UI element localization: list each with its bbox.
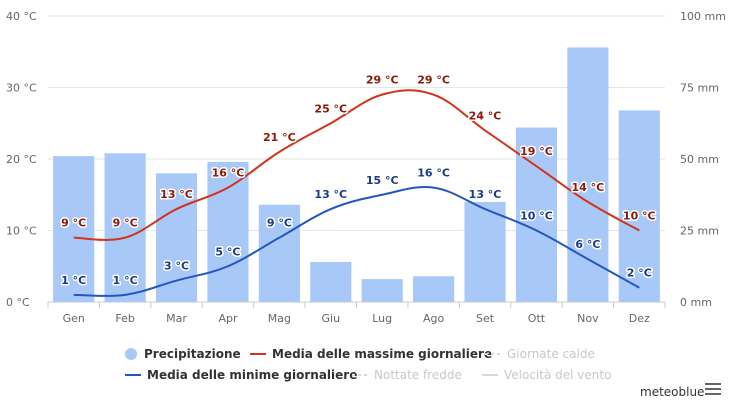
data-label: 3 °C [164, 260, 189, 273]
precipitation-bar [361, 279, 403, 302]
y-left-tick-label: 30 °C [6, 82, 37, 95]
x-tick-label: Lug [372, 312, 392, 325]
data-label: 14 °C [572, 181, 605, 194]
y-right-tick-label: 100 mm [680, 10, 726, 23]
data-label: 16 °C [417, 167, 450, 180]
y-left-tick-label: 40 °C [6, 10, 37, 23]
legend-line-icon [250, 353, 266, 355]
precipitation-bar [618, 110, 660, 302]
precipitation-bar [310, 261, 352, 302]
x-tick-label: Set [476, 312, 495, 325]
x-tick-label: Ago [423, 312, 445, 325]
data-label: 9 °C [61, 217, 86, 230]
data-label: 5 °C [215, 245, 240, 258]
y-left-tick-label: 0 °C [6, 296, 30, 309]
x-tick-label: Ott [528, 312, 546, 325]
data-label: 29 °C [417, 74, 450, 87]
legend-item-max[interactable]: Media delle massime giornaliere [250, 347, 492, 361]
legend-line-icon [125, 374, 141, 376]
min-temp-line [73, 186, 640, 297]
y-left-tick-label: 10 °C [6, 225, 37, 238]
data-label: 19 °C [520, 145, 553, 158]
data-label: 24 °C [469, 109, 502, 122]
chart-svg: 0 °C 10 °C 20 °C 30 °C 40 °C 0 mm 25 mm 50 mm 75… [6, 10, 726, 325]
data-label: 29 °C [366, 74, 399, 87]
data-label: 13 °C [469, 188, 502, 201]
data-label: 10 °C [520, 210, 553, 223]
data-label: 16 °C [212, 167, 245, 180]
precipitation-bar [464, 201, 506, 302]
data-label: 10 °C [623, 210, 656, 223]
legend-item-precipitazione[interactable]: Precipitazione [125, 347, 241, 361]
x-tick-label: Nov [577, 312, 599, 325]
data-label: 25 °C [314, 102, 347, 115]
legend-label: Precipitazione [144, 347, 241, 361]
data-label: 13 °C [314, 188, 347, 201]
legend: Precipitazione Media delle massime giorn… [0, 340, 732, 405]
legend-dot-icon [125, 348, 137, 360]
x-tick-label: Mar [166, 312, 187, 325]
legend-label: Nottate fredde [374, 368, 462, 382]
legend-item-giornate-calde[interactable]: Giornate calde [485, 347, 595, 361]
legend-item-min[interactable]: Media delle minime giornaliere [125, 368, 357, 382]
data-label: 21 °C [263, 131, 296, 144]
x-tick-label: Feb [115, 312, 134, 325]
precipitation-bar [104, 153, 146, 302]
data-label: 13 °C [160, 188, 193, 201]
x-tick-label: Mag [268, 312, 291, 325]
data-label: 1 °C [113, 274, 138, 287]
data-label: 9 °C [113, 217, 138, 230]
y-right-tick-label: 50 mm [680, 153, 719, 166]
legend-label: Media delle massime giornaliere [272, 347, 493, 361]
data-label: 1 °C [61, 274, 86, 287]
legend-item-vento[interactable]: Velocità del vento [482, 368, 611, 382]
hamburger-menu-icon[interactable] [705, 383, 721, 397]
y-right-tick-label: 25 mm [680, 225, 719, 238]
precipitation-bar [53, 156, 95, 302]
data-label: 2 °C [627, 267, 652, 280]
max-temp-line [73, 89, 640, 241]
data-label: 9 °C [267, 217, 292, 230]
data-label: 15 °C [366, 174, 399, 187]
legend-label: Velocità del vento [504, 368, 612, 382]
legend-dash-icon [352, 374, 368, 376]
x-tick-label: Giu [322, 312, 341, 325]
precipitation-bar [567, 47, 609, 303]
x-tick-label: Dez [629, 312, 650, 325]
legend-dash-icon [485, 353, 501, 355]
brand-logo: meteoblue [640, 385, 705, 399]
legend-item-nottate-fredde[interactable]: Nottate fredde [352, 368, 462, 382]
data-label: 6 °C [575, 238, 600, 251]
precipitation-bar [207, 161, 249, 302]
x-tick-label: Apr [218, 312, 238, 325]
y-right-tick-label: 0 mm [680, 296, 712, 309]
y-left-tick-label: 20 °C [6, 153, 37, 166]
legend-label: Media delle minime giornaliere [147, 368, 358, 382]
legend-label: Giornate calde [507, 347, 595, 361]
y-right-tick-label: 75 mm [680, 82, 719, 95]
x-tick-label: Gen [63, 312, 85, 325]
precipitation-bar [258, 204, 300, 302]
precipitation-bar [413, 276, 455, 302]
legend-line-icon [482, 374, 498, 376]
